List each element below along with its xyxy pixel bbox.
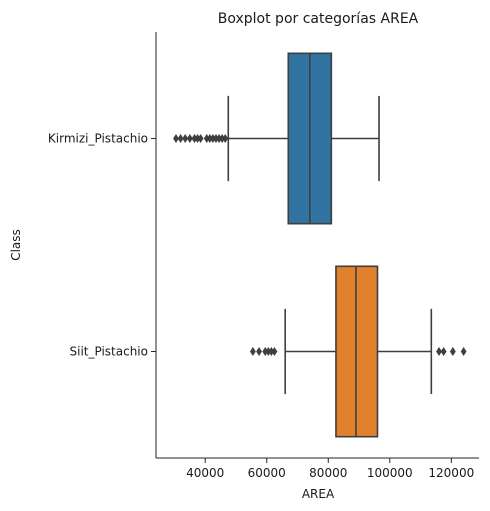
- outlier-point: [449, 347, 456, 356]
- outlier-point: [256, 347, 262, 356]
- outlier-point: [206, 134, 213, 143]
- outlier-point: [460, 347, 467, 356]
- outlier-point: [222, 134, 229, 143]
- outlier-point: [249, 347, 256, 356]
- outlier-point: [440, 347, 447, 356]
- outlier-point: [436, 347, 442, 356]
- y-ticks: Kirmizi_Pistachio Siit_Pistachio: [48, 132, 156, 359]
- x-tick-label: 100000: [367, 466, 413, 480]
- outlier-point: [262, 347, 269, 356]
- outlier-point: [213, 134, 219, 143]
- outlier-point: [173, 134, 179, 143]
- outlier-point: [216, 134, 222, 143]
- outlier-point: [186, 134, 193, 143]
- x-axis-label: AREA: [302, 487, 335, 501]
- outlier-point: [197, 134, 204, 143]
- x-tick-label: 120000: [428, 466, 474, 480]
- x-tick-label: 80000: [309, 466, 347, 480]
- x-tick-label: 40000: [186, 466, 224, 480]
- plot-area: [173, 52, 467, 438]
- box-group: [249, 265, 467, 438]
- outlier-point: [177, 134, 184, 143]
- outlier-point: [219, 134, 226, 143]
- outlier-point: [209, 134, 216, 143]
- outlier-point: [271, 347, 278, 356]
- outlier-point: [191, 134, 198, 143]
- y-tick-label: Siit_Pistachio: [70, 345, 149, 359]
- box-group: [173, 52, 380, 225]
- y-axis-label: Class: [9, 229, 23, 261]
- y-tick-label: Kirmizi_Pistachio: [48, 132, 148, 146]
- outlier-point: [203, 134, 210, 143]
- outlier-point: [182, 134, 189, 143]
- outlier-point: [194, 134, 201, 143]
- x-ticks: 40000 60000 80000 100000 120000: [186, 458, 474, 480]
- x-tick-label: 60000: [248, 466, 286, 480]
- outlier-point: [265, 347, 272, 356]
- outlier-point: [268, 347, 275, 356]
- chart-title: Boxplot por categorías AREA: [218, 11, 419, 27]
